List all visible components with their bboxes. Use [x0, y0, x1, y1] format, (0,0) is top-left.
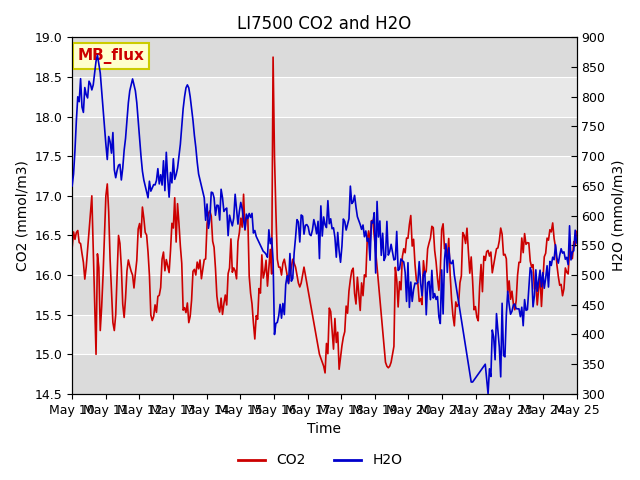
H2O: [245, 211, 253, 216]
CO2: [269, 54, 277, 60]
Bar: [72, 196, 577, 235]
H2O: [220, 209, 228, 215]
Text: MB_flux: MB_flux: [77, 48, 144, 64]
CO2: [130, 285, 138, 291]
CO2: [236, 230, 243, 236]
X-axis label: Time: Time: [307, 422, 341, 436]
Bar: [72, 37, 577, 77]
CO2: [321, 370, 329, 376]
CO2: [244, 214, 252, 219]
H2O: [93, 52, 101, 58]
Bar: [72, 354, 577, 394]
CO2: [219, 312, 227, 317]
Line: CO2: CO2: [72, 57, 577, 373]
H2O: [291, 250, 298, 255]
Y-axis label: H2O (mmol/m3): H2O (mmol/m3): [611, 160, 625, 271]
Legend: CO2, H2O: CO2, H2O: [232, 448, 408, 473]
Bar: [72, 117, 577, 156]
H2O: [132, 88, 140, 94]
Line: H2O: H2O: [72, 55, 577, 394]
H2O: [237, 200, 244, 205]
CO2: [573, 228, 580, 234]
CO2: [291, 260, 298, 266]
Title: LI7500 CO2 and H2O: LI7500 CO2 and H2O: [237, 15, 412, 33]
H2O: [547, 263, 555, 268]
H2O: [573, 240, 580, 246]
H2O: [484, 391, 492, 396]
H2O: [68, 183, 76, 189]
Y-axis label: CO2 (mmol/m3): CO2 (mmol/m3): [15, 160, 29, 271]
CO2: [547, 229, 555, 235]
CO2: [68, 245, 76, 251]
Bar: [72, 275, 577, 315]
